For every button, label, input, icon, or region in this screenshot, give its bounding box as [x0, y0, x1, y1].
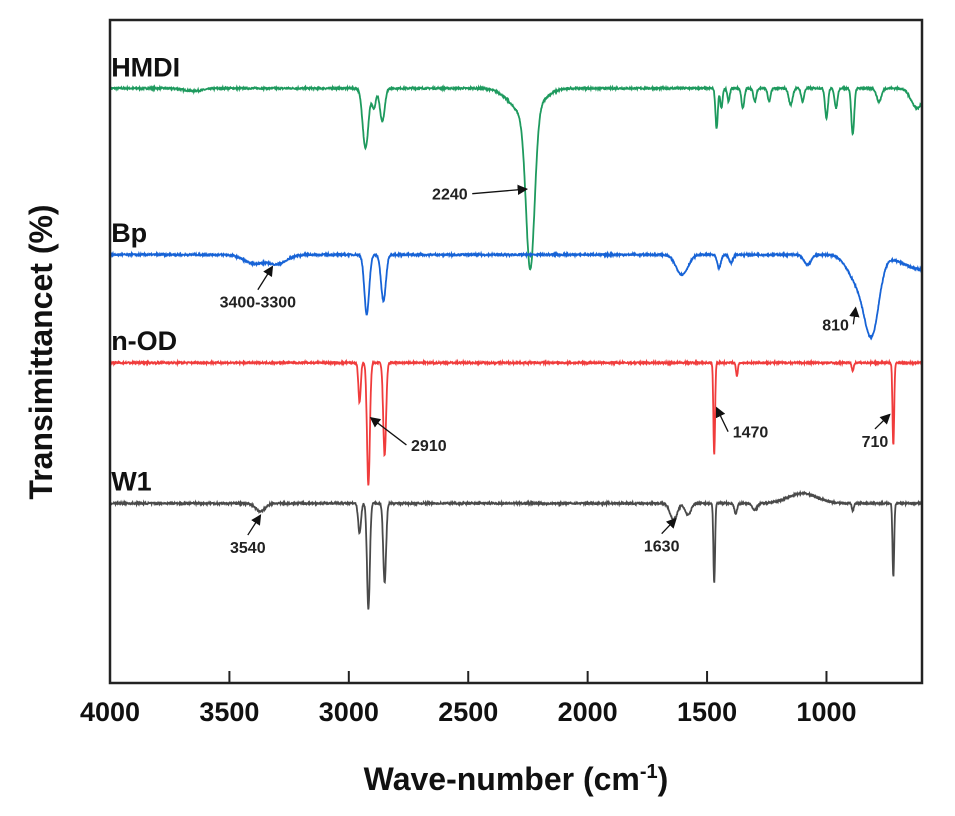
series-line-hmdi: [109, 84, 923, 271]
annotation-label: 2240: [432, 187, 468, 204]
annotation-label: 3400-3300: [220, 295, 297, 312]
series-label-n-od: n-OD: [111, 326, 177, 356]
x-tick-label: 3000: [319, 697, 379, 727]
x-tick-label: 2500: [438, 697, 498, 727]
x-tick-label: 3500: [199, 697, 259, 727]
annotation-label: 1470: [733, 425, 769, 442]
annotations: 2240 3400-3300 810 2910 1470 710 3540 1630: [220, 184, 891, 557]
series-label-hmdi: HMDI: [111, 52, 180, 82]
x-axis-title-close: ): [658, 761, 669, 797]
series-label-w1: W1: [111, 467, 152, 497]
annotation-arrow: [874, 413, 891, 430]
annotation-arrow: [849, 306, 860, 325]
x-tick-label: 4000: [80, 697, 140, 727]
annotation-label: 710: [862, 434, 889, 451]
plot-frame: [108, 18, 924, 685]
x-axis-title-main: Wave-number (cm: [364, 761, 640, 797]
x-axis: 4000 3500 3000 2500 2000 1500 1000: [80, 671, 857, 727]
x-tick-label: 2000: [558, 697, 618, 727]
annotation-label: 810: [822, 317, 849, 334]
annotation-arrow: [369, 417, 407, 446]
x-axis-title-sup: -1: [640, 761, 658, 783]
annotation-label: 3540: [230, 540, 266, 557]
annotation-arrow: [247, 514, 262, 536]
series-line-w1: [109, 489, 923, 610]
annotation-arrow: [661, 517, 677, 535]
x-tick-label: 1000: [796, 697, 856, 727]
series-layer: HMDI Bp n-OD W1: [109, 52, 923, 610]
annotation-arrow: [472, 184, 529, 196]
annotation-label: 2910: [411, 438, 447, 455]
series-label-bp: Bp: [111, 218, 147, 248]
series-line-n-od: [109, 358, 923, 486]
x-axis-title: Wave-number (cm-1): [364, 761, 669, 797]
x-tick-label: 1500: [677, 697, 737, 727]
annotation-arrow: [715, 406, 729, 432]
annotation-label: 1630: [644, 539, 680, 556]
annotation-arrow: [257, 265, 274, 291]
series-line-bp: [109, 250, 923, 341]
y-axis-title: Transimittancet (%): [23, 204, 59, 499]
